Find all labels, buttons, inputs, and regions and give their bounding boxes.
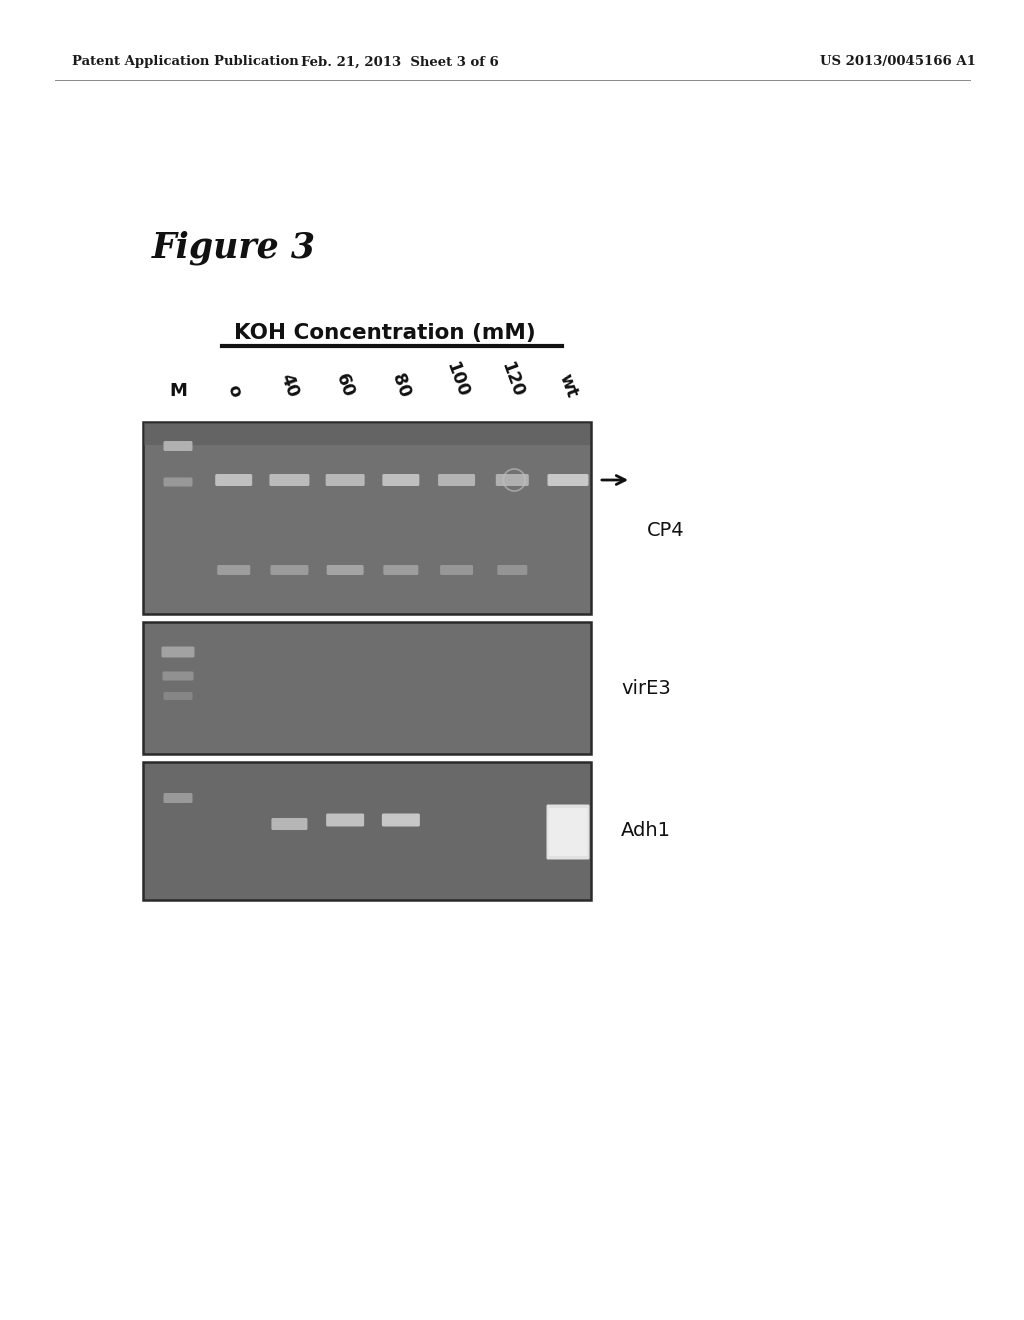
Text: Adh1: Adh1 [621, 821, 671, 841]
FancyBboxPatch shape [270, 565, 308, 576]
Bar [143, 422, 591, 614]
Text: 120: 120 [498, 359, 527, 400]
Bar [143, 762, 591, 900]
Text: M: M [169, 381, 187, 400]
FancyBboxPatch shape [549, 808, 588, 855]
FancyBboxPatch shape [326, 474, 365, 486]
FancyBboxPatch shape [496, 474, 528, 486]
FancyBboxPatch shape [164, 793, 193, 803]
Text: CP4: CP4 [647, 520, 685, 540]
Text: Patent Application Publication: Patent Application Publication [72, 55, 299, 69]
FancyBboxPatch shape [269, 474, 309, 486]
Text: KOH Concentration (mM): KOH Concentration (mM) [234, 323, 536, 343]
FancyBboxPatch shape [382, 474, 420, 486]
FancyBboxPatch shape [163, 672, 194, 681]
Text: o: o [223, 383, 244, 400]
Text: 60: 60 [333, 371, 357, 400]
FancyBboxPatch shape [438, 474, 475, 486]
FancyBboxPatch shape [217, 565, 250, 576]
Text: Figure 3: Figure 3 [152, 231, 316, 265]
FancyBboxPatch shape [383, 565, 419, 576]
FancyBboxPatch shape [440, 565, 473, 576]
Bar [143, 622, 591, 754]
Text: 40: 40 [276, 371, 302, 400]
FancyBboxPatch shape [164, 692, 193, 700]
FancyBboxPatch shape [382, 813, 420, 826]
FancyBboxPatch shape [498, 565, 527, 576]
FancyBboxPatch shape [162, 647, 195, 657]
FancyBboxPatch shape [215, 474, 252, 486]
FancyBboxPatch shape [327, 565, 364, 576]
Text: 100: 100 [442, 359, 471, 400]
Text: virE3: virE3 [621, 678, 671, 697]
FancyBboxPatch shape [271, 818, 307, 830]
FancyBboxPatch shape [548, 474, 589, 486]
Text: Feb. 21, 2013  Sheet 3 of 6: Feb. 21, 2013 Sheet 3 of 6 [301, 55, 499, 69]
FancyBboxPatch shape [326, 813, 365, 826]
FancyBboxPatch shape [164, 478, 193, 487]
Text: US 2013/0045166 A1: US 2013/0045166 A1 [820, 55, 976, 69]
FancyBboxPatch shape [164, 441, 193, 451]
FancyBboxPatch shape [547, 804, 590, 859]
Text: 80: 80 [388, 371, 414, 400]
Text: wt: wt [555, 371, 581, 400]
Bar [144, 422, 590, 445]
